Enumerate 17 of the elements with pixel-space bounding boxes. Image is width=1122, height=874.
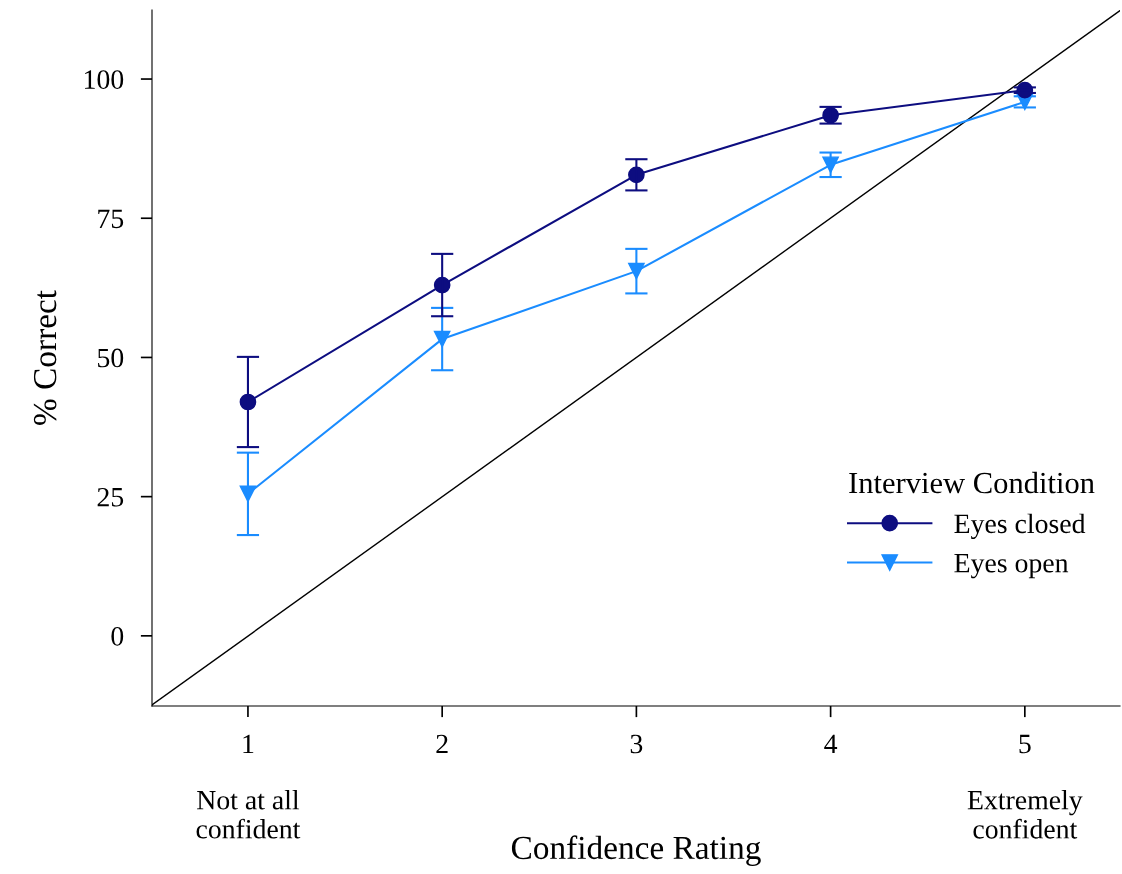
x-tick-label: 4 (824, 734, 838, 754)
legend-label: Eyes open (954, 554, 1069, 579)
text: Extremely confident (967, 789, 1083, 839)
y-tick-label: 25 (97, 487, 124, 507)
y-tick-label: 100 (85, 70, 124, 89)
x-tick-label: 3 (630, 734, 643, 754)
y-tick-label: 50 (98, 348, 124, 368)
y-axis-title: % Correct (33, 290, 57, 425)
legend-label: Eyes closed (954, 513, 1086, 539)
y-tick-label: 75 (98, 209, 124, 229)
legend-title: Interview Condition (849, 471, 1095, 494)
text: Not at all confident (196, 789, 301, 839)
y-tick-label: 0 (111, 627, 124, 646)
x-tick-label: 2 (436, 734, 448, 754)
x-tick-label: 1 (243, 734, 254, 754)
x-tick-label: 5 (1019, 734, 1031, 754)
x-axis-title: Confidence Rating (511, 835, 761, 867)
